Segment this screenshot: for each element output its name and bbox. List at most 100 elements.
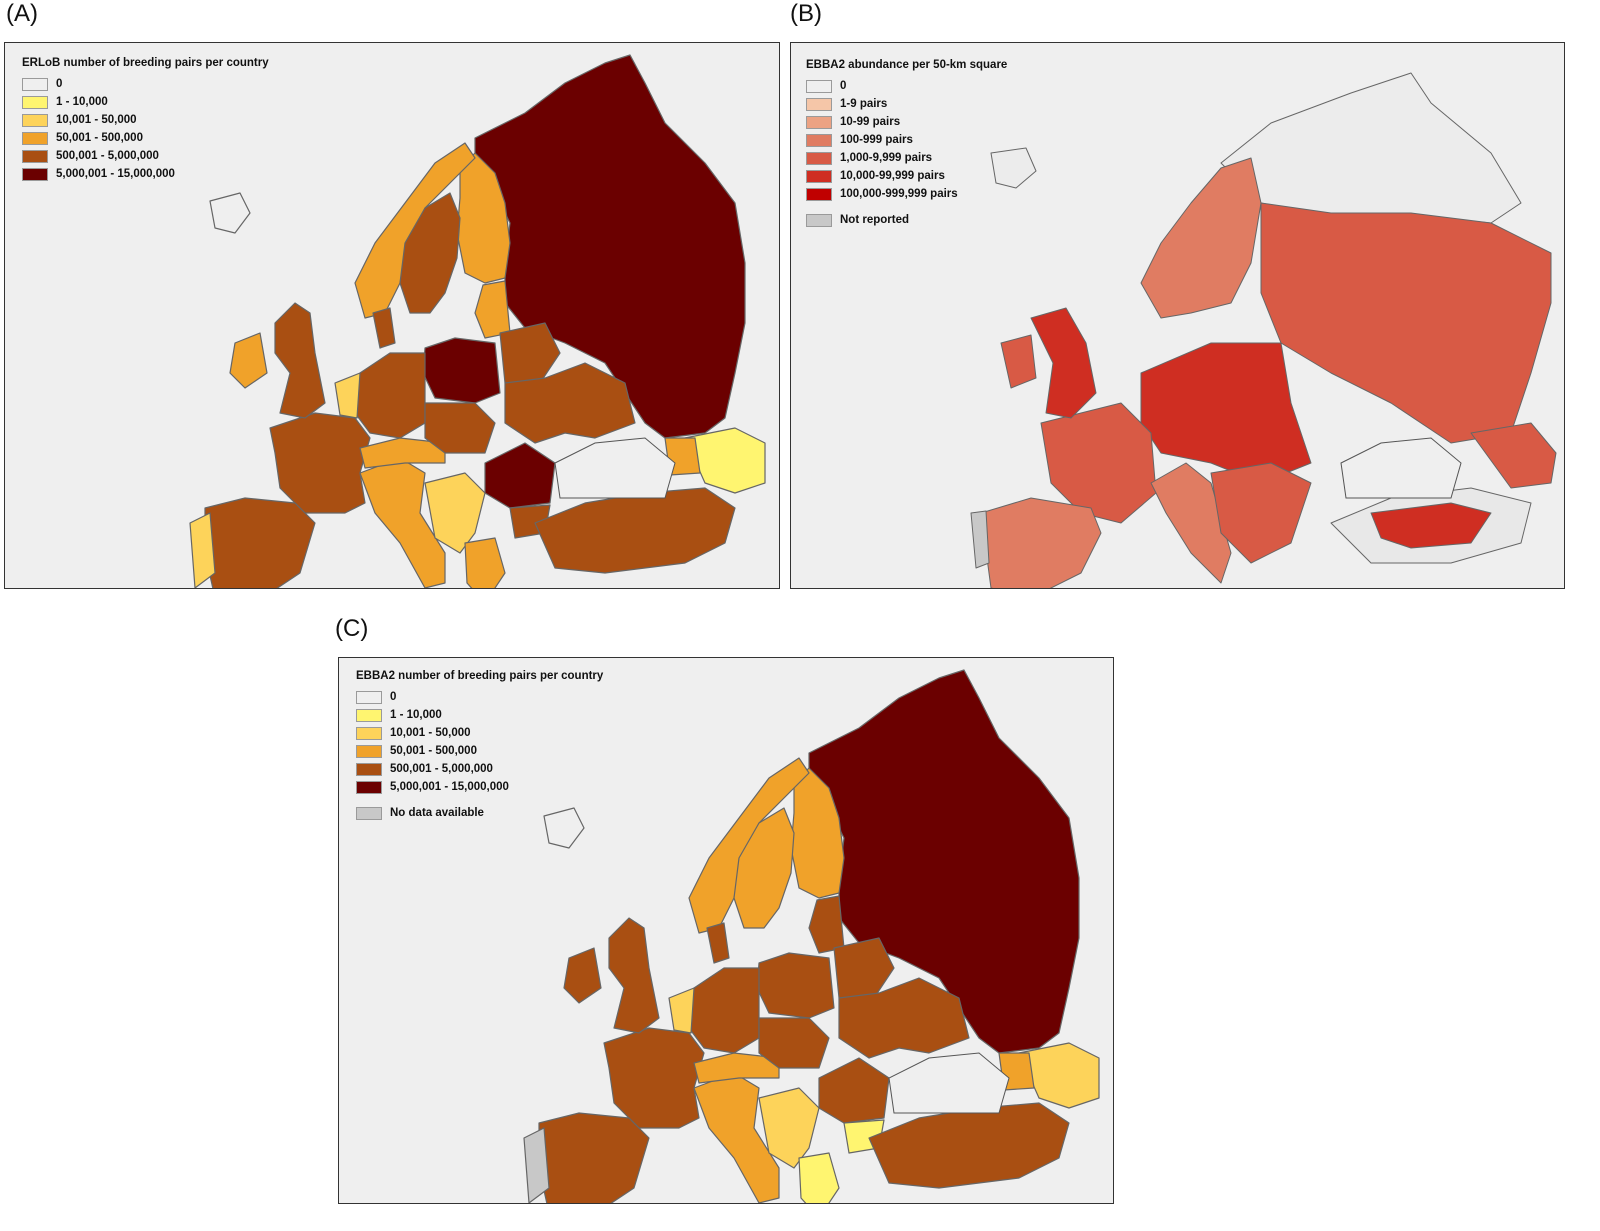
- legend-swatch: [806, 187, 832, 201]
- europe-grid-map-b: [970, 72, 1557, 588]
- region-balkans: [424, 472, 486, 554]
- legend-label: 10-99 pairs: [840, 116, 901, 128]
- legend-label: 1 - 10,000: [56, 96, 108, 108]
- legend-label: 10,000-99,999 pairs: [840, 170, 945, 182]
- legend-swatch: [806, 133, 832, 147]
- legend-item: 500,001 - 5,000,000: [22, 147, 269, 165]
- legend-swatch: [22, 131, 48, 145]
- region-alps: [359, 437, 446, 469]
- region-france: [603, 1027, 705, 1129]
- region-iceland: [543, 807, 585, 849]
- legend-label: 500,001 - 5,000,000: [56, 150, 159, 162]
- legend-item: 5,000,001 - 15,000,000: [356, 778, 603, 796]
- legend-label: 50,001 - 500,000: [56, 132, 143, 144]
- region-caucasus: [684, 427, 766, 494]
- europe-country-map-a: [189, 54, 766, 588]
- legend-swatch: [356, 762, 382, 776]
- region-central: [1140, 342, 1312, 484]
- panel-c-letter: (C): [335, 615, 369, 642]
- region-balkans: [758, 1087, 820, 1169]
- legend-swatch: [22, 113, 48, 127]
- panel-b-legend: EBBA2 abundance per 50-km square 0 1-9 pa…: [806, 59, 1007, 229]
- panel-c-legend-title: EBBA2 number of breeding pairs per count…: [356, 670, 604, 682]
- region-uk: [1030, 307, 1097, 419]
- legend-item: 100-999 pairs: [806, 131, 1007, 149]
- region-caucasus: [1470, 422, 1557, 489]
- panel-b-legend-rows: 0 1-9 pairs 10-99 pairs 100-999 pairs 1,000-…: [806, 77, 1007, 203]
- legend-swatch: [806, 79, 832, 93]
- legend-label: 50,001 - 500,000: [390, 745, 477, 757]
- legend-label: 500,001 - 5,000,000: [390, 763, 493, 775]
- region-central: [758, 1017, 830, 1069]
- region-turkey: [534, 487, 736, 574]
- legend-swatch: [356, 744, 382, 758]
- region-east: [1260, 202, 1552, 444]
- region-greece: [798, 1152, 840, 1203]
- legend-swatch: [806, 97, 832, 111]
- region-greece: [464, 537, 506, 588]
- region-iberia-gray: [970, 510, 990, 569]
- legend-swatch: [806, 213, 832, 227]
- region-ireland: [229, 332, 268, 389]
- legend-label: 10,001 - 50,000: [56, 114, 137, 126]
- region-uk: [608, 917, 660, 1034]
- region-benelux: [668, 987, 695, 1034]
- region-turkey: [868, 1102, 1070, 1189]
- region-iceland: [209, 192, 251, 234]
- legend-label: 5,000,001 - 15,000,000: [390, 781, 509, 793]
- panel-b-legend-not-reported: Not reported: [806, 211, 1007, 229]
- panel-b-letter: (B): [790, 0, 822, 27]
- legend-label: Not reported: [840, 214, 909, 226]
- black-sea: [554, 437, 676, 499]
- panel-a-letter: (A): [6, 0, 38, 27]
- region-ukraine: [504, 362, 636, 444]
- legend-label: 5,000,001 - 15,000,000: [56, 168, 175, 180]
- europe-country-map-c: [523, 669, 1100, 1203]
- legend-item: 1 - 10,000: [22, 93, 269, 111]
- region-belarus: [833, 937, 895, 999]
- region-portugal: [189, 512, 216, 588]
- legend-item: 50,001 - 500,000: [22, 129, 269, 147]
- region-germany: [688, 967, 760, 1054]
- legend-item: 1-9 pairs: [806, 95, 1007, 113]
- legend-label: 1,000-9,999 pairs: [840, 152, 933, 164]
- legend-item: 10,001 - 50,000: [22, 111, 269, 129]
- panel-a-legend: ERLoB number of breeding pairs per count…: [22, 57, 269, 183]
- region-italy: [1150, 462, 1232, 584]
- legend-item: 5,000,001 - 15,000,000: [22, 165, 269, 183]
- legend-swatch: [22, 95, 48, 109]
- region-baltics: [474, 280, 511, 339]
- legend-item: 10-99 pairs: [806, 113, 1007, 131]
- region-balkans: [1210, 462, 1312, 564]
- region-central: [424, 402, 496, 454]
- legend-item: 500,001 - 5,000,000: [356, 760, 603, 778]
- legend-swatch: [806, 115, 832, 129]
- region-caucasus: [1018, 1042, 1100, 1109]
- panel-c-legend: EBBA2 number of breeding pairs per count…: [356, 670, 603, 822]
- region-romania: [484, 442, 556, 509]
- region-iceland: [990, 147, 1037, 189]
- legend-swatch: [806, 169, 832, 183]
- region-romania: [818, 1057, 890, 1124]
- legend-swatch: [22, 167, 48, 181]
- region-ukraine: [838, 977, 970, 1059]
- legend-label: 0: [56, 78, 63, 90]
- region-north-grid: [1220, 72, 1522, 224]
- panel-c-legend-no-data: No data available: [356, 804, 603, 822]
- panel-a-legend-title: ERLoB number of breeding pairs per count…: [22, 57, 269, 69]
- legend-item: 10,000-99,999 pairs: [806, 167, 1007, 185]
- region-denmark: [706, 922, 730, 964]
- region-portugal: [523, 1127, 550, 1203]
- legend-swatch: [356, 690, 382, 704]
- legend-swatch: [22, 149, 48, 163]
- legend-item: 50,001 - 500,000: [356, 742, 603, 760]
- legend-item: 1 - 10,000: [356, 706, 603, 724]
- legend-item: 1,000-9,999 pairs: [806, 149, 1007, 167]
- legend-item: 100,000-999,999 pairs: [806, 185, 1007, 203]
- legend-item: 0: [22, 75, 269, 93]
- legend-label: 0: [390, 691, 397, 703]
- panel-c-map: EBBA2 number of breeding pairs per count…: [338, 657, 1114, 1204]
- region-iberia: [980, 497, 1102, 588]
- region-poland: [422, 337, 501, 404]
- region-italy: [693, 1072, 780, 1203]
